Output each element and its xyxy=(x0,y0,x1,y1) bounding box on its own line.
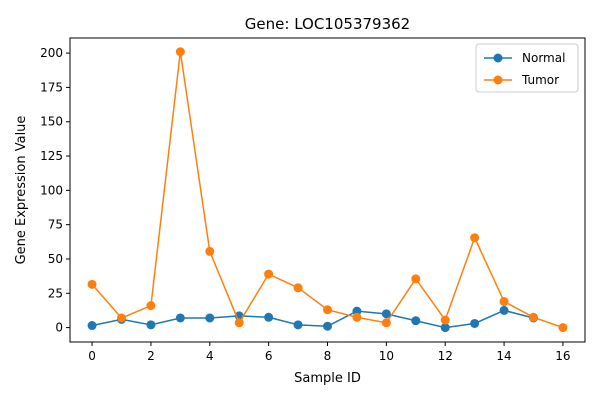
y-axis-label: Gene Expression Value xyxy=(14,116,29,265)
y-tick-label: 100 xyxy=(40,183,63,197)
data-point xyxy=(529,312,538,322)
legend-item-normal: Normal xyxy=(484,51,565,65)
data-point xyxy=(205,246,215,256)
data-point xyxy=(264,269,274,279)
y-axis: 0 25 50 75 100 125 150 175 200 xyxy=(40,46,70,335)
data-point xyxy=(234,318,244,328)
chart-title: Gene: LOC105379362 xyxy=(245,15,410,33)
data-point xyxy=(293,320,303,330)
y-tick-label: 150 xyxy=(40,115,63,129)
series-tumor xyxy=(87,47,568,333)
series-layer xyxy=(87,47,568,333)
x-tick-label: 8 xyxy=(324,349,332,363)
y-tick-label: 50 xyxy=(48,252,63,266)
data-point xyxy=(87,279,97,289)
legend-swatch-marker xyxy=(493,53,503,63)
data-point xyxy=(440,315,450,325)
data-point xyxy=(499,305,509,315)
y-tick-label: 0 xyxy=(55,321,63,335)
data-point xyxy=(558,323,568,333)
y-tick-label: 175 xyxy=(40,80,63,94)
data-point xyxy=(146,320,156,330)
data-point xyxy=(411,316,421,326)
x-axis-label: Sample ID xyxy=(294,371,361,386)
data-point xyxy=(175,47,185,57)
x-tick-label: 12 xyxy=(438,349,453,363)
series-line xyxy=(91,51,564,329)
x-tick-label: 16 xyxy=(555,349,570,363)
legend-label: Tumor xyxy=(521,73,559,87)
data-point xyxy=(470,318,480,328)
data-point xyxy=(323,321,332,331)
data-point xyxy=(205,313,215,323)
data-point xyxy=(175,313,185,323)
data-point xyxy=(411,274,421,284)
x-tick-label: 14 xyxy=(496,349,511,363)
data-point xyxy=(381,309,391,319)
y-tick-label: 25 xyxy=(48,286,63,300)
x-tick-label: 10 xyxy=(379,349,394,363)
series-normal xyxy=(87,305,538,333)
data-point xyxy=(323,305,332,315)
data-point xyxy=(146,301,156,311)
data-point xyxy=(499,297,509,307)
y-tick-label: 75 xyxy=(48,218,63,232)
legend-item-tumor: Tumor xyxy=(484,73,559,87)
x-tick-label: 2 xyxy=(147,349,155,363)
legend: Normal Tumor xyxy=(475,43,579,93)
legend-swatch-marker xyxy=(493,75,503,85)
data-point xyxy=(352,312,362,322)
data-point xyxy=(264,312,274,322)
series-line xyxy=(91,309,534,329)
data-point xyxy=(440,323,450,333)
data-point xyxy=(293,283,303,293)
data-point xyxy=(381,318,391,328)
legend-label: Normal xyxy=(522,51,565,65)
y-tick-label: 200 xyxy=(40,46,63,60)
x-axis: 0 2 4 6 8 10 12 14 16 xyxy=(88,342,571,363)
data-point xyxy=(352,306,362,316)
data-point xyxy=(470,233,480,243)
x-tick-label: 6 xyxy=(265,349,273,363)
data-point xyxy=(87,321,97,331)
x-tick-label: 4 xyxy=(206,349,214,363)
y-tick-label: 125 xyxy=(40,149,63,163)
data-point xyxy=(117,313,126,323)
x-tick-label: 0 xyxy=(88,349,96,363)
